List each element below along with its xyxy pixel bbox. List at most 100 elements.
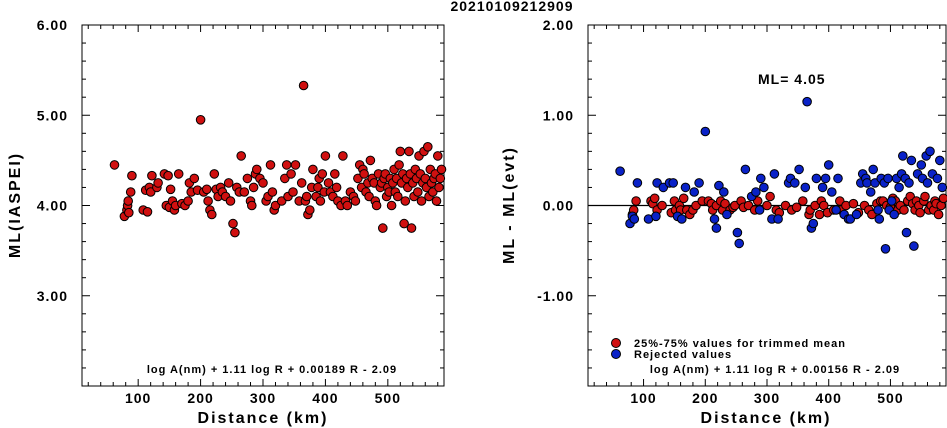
left-point-series-0 <box>189 173 200 184</box>
left-point-series-0 <box>288 187 298 197</box>
left-point-series-0 <box>331 182 342 193</box>
ml-annotation: ML= 4.05 <box>758 71 826 87</box>
right-y-tick-label: 2.00 <box>543 17 574 33</box>
left-point-series-0 <box>267 187 278 197</box>
right-point-series-0 <box>762 200 772 211</box>
left-y-tick-label: 4.00 <box>37 198 68 214</box>
left-point-series-0 <box>315 196 326 206</box>
right-point-series-1 <box>935 155 945 166</box>
right-point-series-0 <box>848 198 859 209</box>
left-y-axis-label: ML(IASPEI) <box>7 152 24 258</box>
right-point-series-1 <box>922 178 933 188</box>
left-point-series-0 <box>342 200 353 211</box>
right-point-series-1 <box>880 244 891 254</box>
left-point-series-0 <box>404 146 414 157</box>
left-point-series-0 <box>298 80 309 91</box>
right-point-series-1 <box>874 214 885 224</box>
left-point-series-0 <box>416 196 427 206</box>
right-point-series-0 <box>720 198 730 209</box>
left-point-series-0 <box>183 196 193 206</box>
right-x-axis-label: Distance (km) <box>701 410 832 427</box>
right-point-series-1 <box>811 173 822 184</box>
left-point-series-0 <box>413 187 423 197</box>
left-point-series-0 <box>308 164 318 175</box>
right-point-series-0 <box>791 202 802 213</box>
right-point-series-1 <box>773 214 783 224</box>
right-point-series-0 <box>678 193 689 204</box>
right-point-series-0 <box>938 193 947 204</box>
right-point-series-1 <box>651 211 661 222</box>
right-point-series-1 <box>909 241 919 251</box>
right-point-series-1 <box>904 178 914 188</box>
left-point-series-0 <box>142 207 153 217</box>
right-data-points <box>615 96 947 254</box>
left-point-series-0 <box>434 182 444 193</box>
right-x-tick-label: 400 <box>816 390 842 406</box>
legend-trimmed-marker <box>611 338 621 348</box>
right-point-series-1 <box>732 227 743 238</box>
left-point-series-0 <box>265 160 276 170</box>
right-point-series-1 <box>906 155 917 166</box>
right-x-tick-label: 200 <box>692 390 718 406</box>
right-point-series-0 <box>814 209 825 220</box>
left-point-series-0 <box>258 178 268 188</box>
right-point-series-0 <box>649 193 660 204</box>
left-point-series-0 <box>423 142 433 152</box>
right-point-series-1 <box>769 169 780 179</box>
right-point-series-1 <box>719 187 729 197</box>
left-point-series-0 <box>301 191 312 202</box>
left-point-series-0 <box>202 184 212 195</box>
right-point-series-1 <box>886 196 897 206</box>
left-point-series-0 <box>435 173 446 184</box>
right-x-tick-label: 100 <box>630 390 656 406</box>
left-y-tick-label: 5.00 <box>37 107 68 123</box>
left-point-series-0 <box>127 170 137 181</box>
right-axis-ticks: 100 200 300 400 500 -1.00 0.00 1.00 2.00 <box>537 17 946 406</box>
right-point-series-1 <box>831 205 841 215</box>
right-point-series-1 <box>862 178 872 188</box>
left-point-series-0 <box>247 200 257 211</box>
right-point-series-1 <box>632 178 643 188</box>
left-point-series-0 <box>317 169 328 179</box>
left-x-axis-label: Distance (km) <box>198 410 329 427</box>
right-point-series-1 <box>851 209 862 220</box>
left-y-tick-label: 6.00 <box>37 17 68 33</box>
left-point-series-0 <box>225 196 236 206</box>
right-point-series-1 <box>873 205 883 215</box>
right-point-series-0 <box>631 196 641 206</box>
right-y-tick-label: 1.00 <box>543 107 574 123</box>
left-point-series-0 <box>223 178 234 188</box>
right-point-series-1 <box>759 182 769 193</box>
left-point-series-0 <box>236 151 246 161</box>
left-axis-ticks: 100 200 300 400 500 3.00 4.00 5.00 6.00 <box>37 17 444 406</box>
left-point-series-0 <box>330 169 340 179</box>
right-point-series-1 <box>680 182 691 193</box>
left-point-series-0 <box>203 196 213 206</box>
right-point-series-1 <box>790 178 800 188</box>
right-point-series-1 <box>800 182 811 193</box>
right-point-series-1 <box>932 173 943 184</box>
right-x-tick-label: 500 <box>877 390 903 406</box>
right-point-series-1 <box>700 126 711 137</box>
right-point-series-1 <box>714 180 724 191</box>
left-point-series-0 <box>207 209 217 220</box>
right-panel: 100 200 300 400 500 -1.00 0.00 1.00 2.00 ML - ML… <box>501 17 947 427</box>
left-point-series-0 <box>323 178 334 188</box>
right-point-series-1 <box>827 187 837 197</box>
left-point-series-0 <box>313 182 323 193</box>
right-point-series-1 <box>689 187 700 197</box>
right-point-series-0 <box>798 196 808 206</box>
left-x-tick-label: 100 <box>125 390 151 406</box>
left-panel: 100 200 300 400 500 3.00 4.00 5.00 6.00 ML(IASPE… <box>7 17 447 427</box>
left-point-series-0 <box>163 170 173 181</box>
right-point-series-1 <box>756 173 766 184</box>
right-point-series-0 <box>920 191 930 202</box>
left-point-series-0 <box>320 151 331 161</box>
right-point-series-1 <box>734 238 745 249</box>
left-point-series-0 <box>359 169 369 179</box>
right-point-series-0 <box>915 207 925 218</box>
left-point-series-0 <box>399 218 409 229</box>
left-point-series-0 <box>431 196 442 206</box>
left-point-series-0 <box>406 223 417 233</box>
